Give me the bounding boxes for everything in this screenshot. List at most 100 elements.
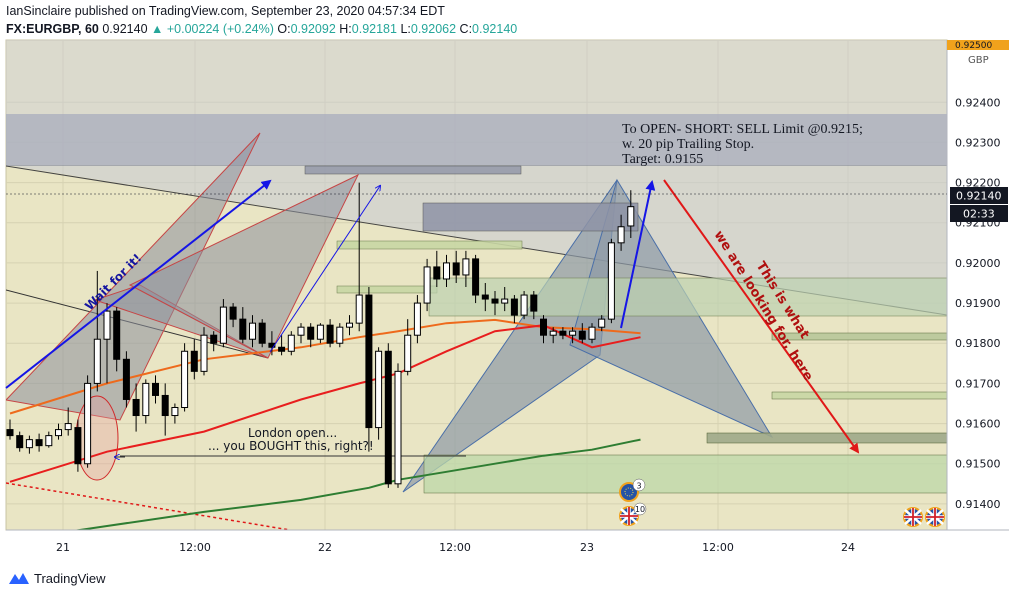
london-open-label: London open... — [248, 426, 337, 440]
candle — [161, 383, 169, 436]
candle-body — [122, 358, 130, 400]
blue-arrow-1 — [5, 179, 272, 389]
time-axis[interactable]: 21 12:00 22 12:00 23 12:00 24 — [6, 529, 1009, 554]
candle — [530, 291, 538, 320]
candle — [74, 419, 82, 472]
candle-body — [132, 398, 140, 417]
uk-event-icon-right-1[interactable] — [903, 507, 923, 527]
candle-body — [74, 427, 82, 465]
candle — [588, 323, 596, 344]
low-label: L: — [400, 22, 411, 36]
candle-body — [549, 330, 557, 336]
candle — [462, 250, 470, 288]
candle — [549, 327, 557, 344]
price-axis[interactable]: 0.92500 GBP 0.924000.923000.922000.92100… — [946, 40, 1009, 530]
candle — [607, 238, 615, 324]
candle-body — [413, 302, 421, 336]
candle-body — [433, 266, 441, 280]
trade-plan-line-1: To OPEN- SHORT: SELL Limit @0.9215; — [622, 122, 863, 137]
candle-body — [210, 334, 218, 344]
x-tick-label: 12:00 — [439, 541, 471, 554]
candle-body — [16, 435, 24, 449]
change-up-icon: ▲ — [151, 22, 164, 36]
candle — [326, 319, 334, 348]
change-value: +0.00224 (+0.24%) — [166, 22, 274, 36]
candle-body — [93, 338, 101, 384]
currency-label: GBP — [968, 55, 989, 66]
candle — [93, 270, 101, 392]
candle-body — [161, 394, 169, 417]
candle — [520, 291, 528, 320]
y-tick-label: 0.91600 — [955, 418, 1001, 431]
candle-body — [35, 439, 43, 447]
candle-body — [452, 262, 460, 276]
candle-body — [365, 294, 373, 429]
candle — [45, 431, 53, 448]
candle-body — [25, 439, 33, 449]
candle-body — [559, 330, 567, 336]
candle — [559, 327, 567, 340]
candle — [316, 323, 324, 344]
demand-box-2 — [336, 285, 438, 294]
resistance-box-1 — [304, 165, 522, 175]
candle — [171, 403, 179, 424]
bought-this-label: ... you BOUGHT this, right?! — [208, 439, 374, 453]
open-value: 0.92092 — [290, 22, 336, 36]
candle — [491, 291, 499, 316]
candle — [103, 303, 111, 384]
candle — [278, 335, 286, 356]
candle — [307, 323, 315, 348]
candle-body — [287, 334, 295, 352]
candle — [16, 431, 24, 452]
x-tick-label: 12:00 — [702, 541, 734, 554]
candle — [6, 419, 14, 440]
candle — [404, 319, 412, 376]
demand-box-1 — [336, 240, 523, 250]
candle — [200, 327, 208, 376]
last-price-tag — [950, 187, 1008, 204]
candle-body — [6, 429, 14, 437]
candle-body — [84, 382, 92, 465]
candle-body — [278, 346, 286, 352]
candle-body — [103, 310, 111, 340]
candle-body — [200, 334, 208, 372]
overlay-arrows — [5, 179, 860, 457]
blue-arrow-2 — [269, 186, 380, 353]
candle — [210, 331, 218, 352]
candle — [132, 383, 140, 432]
published-line: IanSinclaire published on TradingView.co… — [6, 4, 445, 18]
trade-plan-line-2: w. 20 pip Trailing Stop. — [622, 137, 754, 152]
uk-event-icon[interactable]: 10 — [619, 502, 647, 526]
pattern-triangle-3 — [128, 173, 360, 359]
candle-body — [394, 370, 402, 485]
candle-body — [491, 298, 499, 304]
moving-average-line — [9, 318, 641, 415]
candle — [25, 435, 33, 454]
london-open-ellipse — [75, 395, 119, 481]
candle — [452, 250, 460, 283]
demand-box-5 — [771, 391, 947, 400]
trade-plan-line-3: Target: 0.9155 — [622, 152, 703, 167]
eu-event-count: 3 — [636, 482, 641, 491]
y-tick-label: 0.91500 — [955, 458, 1001, 471]
candle — [258, 319, 266, 348]
candle — [598, 315, 606, 332]
candle-body — [578, 330, 586, 340]
candle-body — [510, 298, 518, 316]
candle — [113, 307, 121, 372]
candle — [443, 254, 450, 288]
candle — [472, 254, 480, 304]
candle-body — [588, 326, 596, 340]
candle-body — [443, 262, 450, 280]
event-markers[interactable]: 3 10 — [619, 478, 945, 527]
candle — [481, 282, 489, 312]
uk-event-icon-right-2[interactable] — [925, 507, 945, 527]
candle — [219, 299, 227, 348]
eu-event-icon[interactable]: 3 — [619, 478, 646, 502]
candle — [510, 295, 518, 324]
candle — [355, 182, 363, 332]
candle-body — [607, 242, 615, 320]
candle-body — [326, 324, 334, 344]
candle-body — [569, 330, 577, 336]
